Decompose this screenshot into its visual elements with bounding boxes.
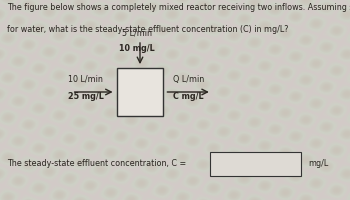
Bar	[210, 152, 301, 176]
Text: 25 mg/L: 25 mg/L	[68, 92, 104, 101]
Text: for water, what is the steady-state effluent concentration (C) in mg/L?: for water, what is the steady-state effl…	[7, 25, 288, 34]
Text: The steady-state effluent concentration, C =: The steady-state effluent concentration,…	[7, 158, 186, 168]
Text: mg/L: mg/L	[308, 158, 328, 168]
Text: Q L/min: Q L/min	[173, 75, 204, 84]
Text: C mg/L: C mg/L	[173, 92, 204, 101]
Text: The figure below shows a completely mixed reactor receiving two inflows. Assumin: The figure below shows a completely mixe…	[7, 3, 350, 12]
Bar	[117, 68, 163, 116]
Text: 5 L/min: 5 L/min	[121, 29, 152, 38]
Text: 10 L/min: 10 L/min	[68, 75, 103, 84]
Text: 10 mg/L: 10 mg/L	[119, 44, 154, 53]
